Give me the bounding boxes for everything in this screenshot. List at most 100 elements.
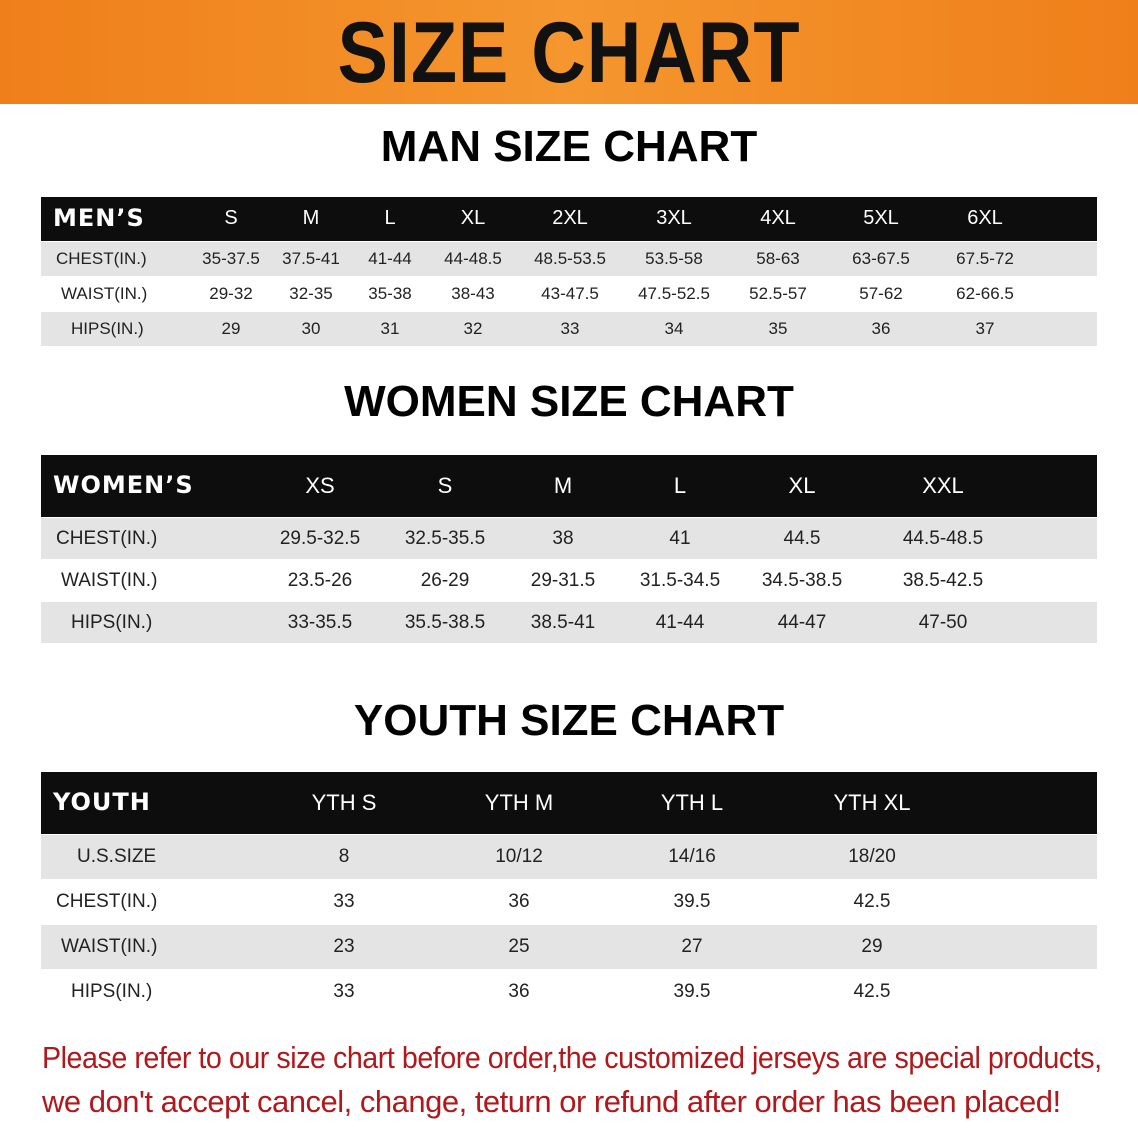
row-label: WAIST(IN.) <box>61 284 148 303</box>
table-row: WAIST(IN.) 23.5-26 26-29 29-31.5 31.5-34.5 34… <box>41 560 1097 601</box>
table-cell: 8 <box>338 846 350 867</box>
header-label: YOUTH <box>53 788 151 816</box>
table-cell: 37.5-41 <box>282 249 340 268</box>
women-section-title: WOMEN SIZE CHART <box>344 377 794 426</box>
header-label: WOMEN’S <box>53 471 194 499</box>
table-cell: 35 <box>768 319 788 338</box>
banner-title: SIZE CHART <box>337 5 801 101</box>
size-column-header: L <box>384 207 396 229</box>
table-cell: 25 <box>508 936 530 957</box>
table-cell: 29.5-32.5 <box>279 527 361 549</box>
table-cell: 34 <box>664 319 684 338</box>
table-cell: 18/20 <box>848 846 896 867</box>
table-cell: 39.5 <box>673 981 711 1002</box>
size-column-header: 6XL <box>967 207 1003 229</box>
table-cell: 29 <box>221 319 241 338</box>
table-cell: 44.5 <box>783 527 821 549</box>
table-cell: 33 <box>333 981 355 1002</box>
size-column-header: XXL <box>922 473 964 498</box>
size-column-header: YTH L <box>660 790 724 815</box>
table-cell: 33 <box>333 891 355 912</box>
row-label: WAIST(IN.) <box>61 569 158 591</box>
size-column-header: 4XL <box>760 207 796 229</box>
table-row: U.S.SIZE 8 10/12 14/16 18/20 <box>41 835 1097 879</box>
table-cell: 42.5 <box>853 891 891 912</box>
men-section-title: MAN SIZE CHART <box>380 122 758 171</box>
table-cell: 44-48.5 <box>444 249 502 268</box>
size-column-header: YTH M <box>484 790 554 815</box>
table-cell: 47.5-52.5 <box>638 284 710 303</box>
table-cell: 36 <box>508 981 530 1002</box>
table-cell: 23.5-26 <box>287 569 353 591</box>
header-label: MEN’S <box>53 204 145 232</box>
table-cell: 57-62 <box>859 284 903 303</box>
policy-note-line-1: Please refer to our size chart before or… <box>42 1040 1102 1075</box>
size-column-header: XS <box>305 473 335 498</box>
size-column-header: L <box>673 473 687 498</box>
table-cell: 26-29 <box>420 569 470 591</box>
table-cell: 32.5-35.5 <box>404 527 486 549</box>
table-cell: 38 <box>552 527 574 549</box>
size-column-header: YTH XL <box>833 790 911 815</box>
policy-note-line-2: we don't accept cancel, change, teturn o… <box>42 1084 1061 1119</box>
table-cell: 35-37.5 <box>202 249 260 268</box>
table-cell: 67.5-72 <box>956 249 1014 268</box>
table-cell: 31.5-34.5 <box>639 569 721 591</box>
table-cell: 42.5 <box>853 981 891 1002</box>
table-cell: 37 <box>975 319 995 338</box>
table-cell: 33-35.5 <box>287 611 353 633</box>
table-cell: 36 <box>871 319 891 338</box>
table-cell: 10/12 <box>495 846 543 867</box>
table-cell: 53.5-58 <box>645 249 703 268</box>
table-cell: 23 <box>333 936 355 957</box>
size-column-header: YTH S <box>311 790 377 815</box>
table-cell: 44-47 <box>777 611 827 633</box>
table-cell: 41-44 <box>655 611 705 633</box>
table-cell: 48.5-53.5 <box>534 249 606 268</box>
size-column-header: 2XL <box>552 207 588 229</box>
table-cell: 41-44 <box>368 249 412 268</box>
size-column-header: M <box>302 207 320 229</box>
table-cell: 27 <box>681 936 703 957</box>
size-column-header: M <box>553 473 573 498</box>
table-cell: 29-32 <box>209 284 253 303</box>
table-cell: 29-31.5 <box>530 569 596 591</box>
table-cell: 38.5-41 <box>530 611 596 633</box>
table-cell: 63-67.5 <box>852 249 910 268</box>
table-cell: 38.5-42.5 <box>902 569 984 591</box>
table-header: WOMEN’S XS S M L XL XXL <box>41 455 1097 517</box>
table-row: CHEST(IN.) 29.5-32.5 32.5-35.5 38 41 44.5 44.5… <box>41 518 1097 559</box>
row-label: CHEST(IN.) <box>56 891 158 912</box>
size-column-header: 3XL <box>656 207 692 229</box>
row-label: HIPS(IN.) <box>71 319 144 338</box>
size-column-header: S <box>437 473 453 498</box>
table-cell: 43-47.5 <box>541 284 599 303</box>
size-column-header: S <box>224 207 238 229</box>
table-cell: 35-38 <box>368 284 412 303</box>
row-label: WAIST(IN.) <box>61 936 158 957</box>
banner: SIZE CHART <box>0 0 1138 104</box>
table-header: YOUTH YTH S YTH M YTH L YTH XL <box>41 772 1097 834</box>
table-header: MEN’S S M L XL 2XL 3XL 4XL 5XL 6XL <box>41 197 1097 241</box>
table-row: HIPS(IN.) 33-35.5 35.5-38.5 38.5-41 41-44 44-… <box>41 602 1097 643</box>
table-cell: 32-35 <box>289 284 333 303</box>
table-cell: 36 <box>508 891 530 912</box>
row-label: CHEST(IN.) <box>56 527 158 549</box>
table-cell: 32 <box>463 319 483 338</box>
table-cell: 31 <box>380 319 400 338</box>
youth-section-title: YOUTH SIZE CHART <box>353 696 785 745</box>
table-cell: 33 <box>560 319 580 338</box>
table-row: HIPS(IN.) 29 30 31 32 33 34 35 36 37 <box>41 312 1097 346</box>
row-label: CHEST(IN.) <box>56 249 147 268</box>
table-row: CHEST(IN.) 33 36 39.5 42.5 <box>41 880 1097 924</box>
row-label: HIPS(IN.) <box>71 981 153 1002</box>
table-cell: 47-50 <box>918 611 968 633</box>
size-column-header: XL <box>460 207 486 229</box>
table-row: WAIST(IN.) 29-32 32-35 35-38 38-43 43-47.5 47.… <box>41 277 1097 311</box>
table-cell: 35.5-38.5 <box>404 611 486 633</box>
table-row: CHEST(IN.) 35-37.5 37.5-41 41-44 44-48.5 48.5… <box>41 242 1097 276</box>
table-cell: 34.5-38.5 <box>761 569 843 591</box>
table-cell: 29 <box>861 936 883 957</box>
table-cell: 14/16 <box>668 846 716 867</box>
table-cell: 58-63 <box>756 249 800 268</box>
